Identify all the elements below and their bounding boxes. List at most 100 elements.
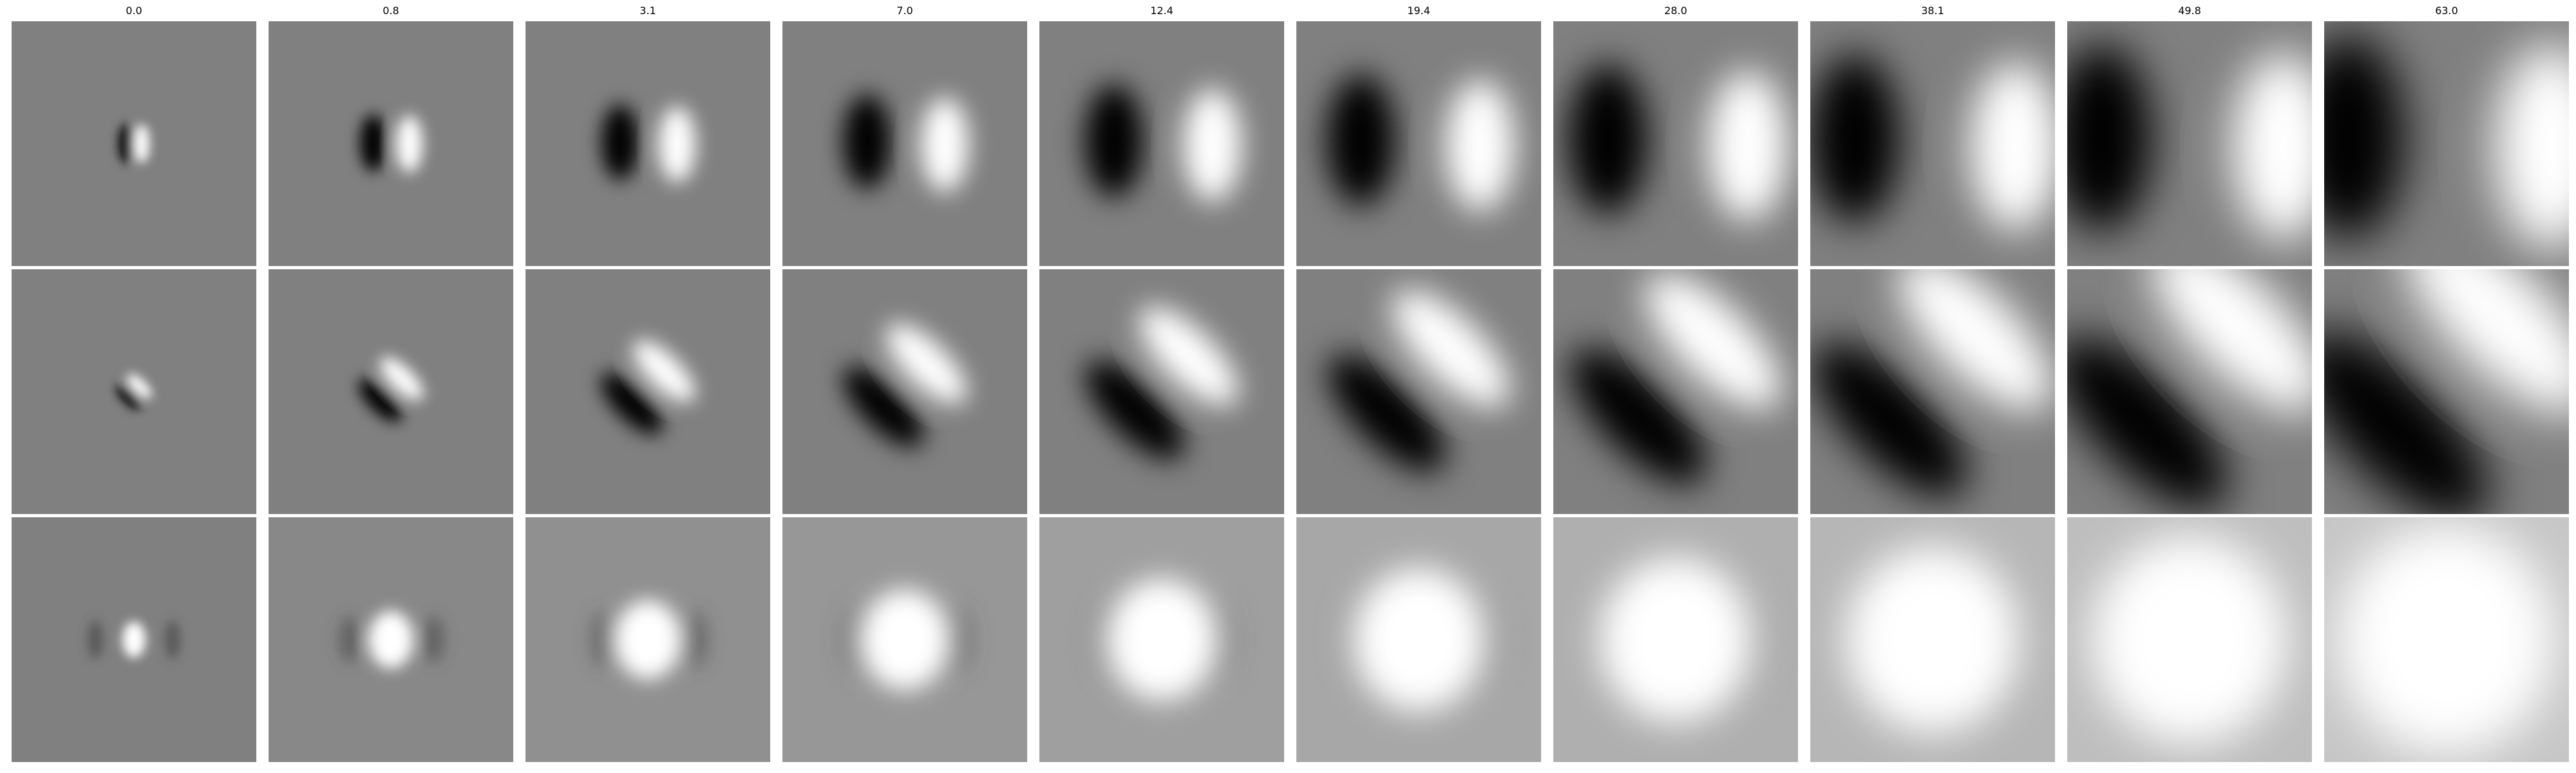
light-lobe [614,600,681,680]
light-lobe [886,323,967,404]
light-lobe [1183,88,1242,202]
filter-panel [1296,517,1541,762]
dark-lobe [2067,336,2228,510]
filter-panel [1553,517,1798,762]
dark-side-lobe [942,607,971,672]
filter-panel [2067,517,2312,762]
filter-panel [1296,21,1541,266]
dark-lobe [1810,54,1900,224]
light-lobe [1846,546,2020,733]
light-lobe [1139,307,1238,406]
light-lobe [1708,70,1788,222]
filter-panel [1039,269,1284,514]
light-lobe [2495,44,2569,250]
dark-lobe [1085,360,1185,460]
light-lobe [921,97,969,192]
dark-side-lobe [88,620,103,659]
light-lobe [2232,52,2312,240]
panel-background [1039,21,1284,266]
dark-lobe [2324,34,2405,240]
filter-panel [1810,21,2055,266]
dark-lobe [843,94,891,189]
filter-panel [782,517,1027,762]
dark-lobe [1327,354,1446,472]
column-title: 19.4 [1407,5,1430,17]
column-title: 0.0 [126,5,142,17]
panel-background [526,21,770,266]
light-lobe [380,357,424,401]
light-lobe [2404,269,2569,415]
light-lobe [1392,290,1510,408]
filter-panel [526,21,770,266]
light-lobe [861,589,949,690]
filter-panel [12,21,256,266]
light-lobe [127,374,152,399]
light-lobe [1445,79,1515,212]
dark-lobe [843,367,923,447]
dark-lobe [1326,74,1396,206]
dark-lobe [1567,64,1648,215]
filter-panel [1296,269,1541,514]
filter-panel [1039,21,1284,266]
panel-grid [12,21,2569,762]
filter-panel [2067,21,2312,266]
dark-side-lobe [591,611,616,668]
dark-lobe [2324,330,2489,514]
column-title: 63.0 [2435,5,2458,17]
dark-lobe [118,124,134,163]
filter-panel [782,21,1027,266]
dark-lobe [1812,342,1967,497]
dark-side-lobe [339,616,359,663]
filter-panel [269,269,513,514]
light-lobe [134,124,149,163]
light-lobe [1353,568,1484,712]
filter-panel [526,269,770,514]
column-title: 38.1 [1921,5,1944,17]
light-lobe [633,340,696,403]
filter-panel [2067,269,2312,514]
filter-panel [1553,21,1798,266]
dark-side-lobe [165,620,180,659]
light-lobe [122,622,146,658]
filter-panel [782,269,1027,514]
light-lobe [1970,61,2055,231]
light-lobe [658,106,696,182]
filter-panel [526,517,770,762]
light-lobe [2338,525,2555,754]
dark-side-lobe [683,611,708,668]
dark-side-lobe [424,616,444,663]
light-lobe [2151,269,2312,413]
column-title: 3.1 [639,5,656,17]
light-lobe [1107,578,1217,701]
filter-panel [269,517,513,762]
dark-lobe [600,372,663,435]
filter-panel [1810,517,2055,762]
light-lobe [368,611,413,669]
filter-panel [1039,517,1284,762]
dark-lobe [1569,348,1707,485]
dark-lobe [601,104,639,180]
dark-lobe [360,114,386,172]
column-title: 28.0 [1664,5,1687,17]
light-lobe [2092,535,2287,744]
filter-panel [2324,517,2569,762]
filter-panel [12,517,256,762]
panel-background [526,269,770,514]
light-lobe [396,115,423,173]
column-titles: 0.0 0.8 3.1 7.0 12.4 19.4 28.0 38.1 49.8 63.0 [126,5,2458,17]
filter-panel [1553,269,1798,514]
filter-panel [269,21,513,266]
panel-background [269,21,513,266]
column-title: 0.8 [383,5,399,17]
panel-background [782,269,1027,514]
panel-background [12,269,256,514]
light-lobe [1645,272,1782,410]
column-title: 49.8 [2178,5,2201,17]
filter-panel [1810,269,2055,514]
column-title: 7.0 [896,5,913,17]
panel-background [1039,269,1284,514]
light-lobe [1898,269,2053,412]
panel-background [782,21,1027,266]
dark-lobe [116,385,141,410]
